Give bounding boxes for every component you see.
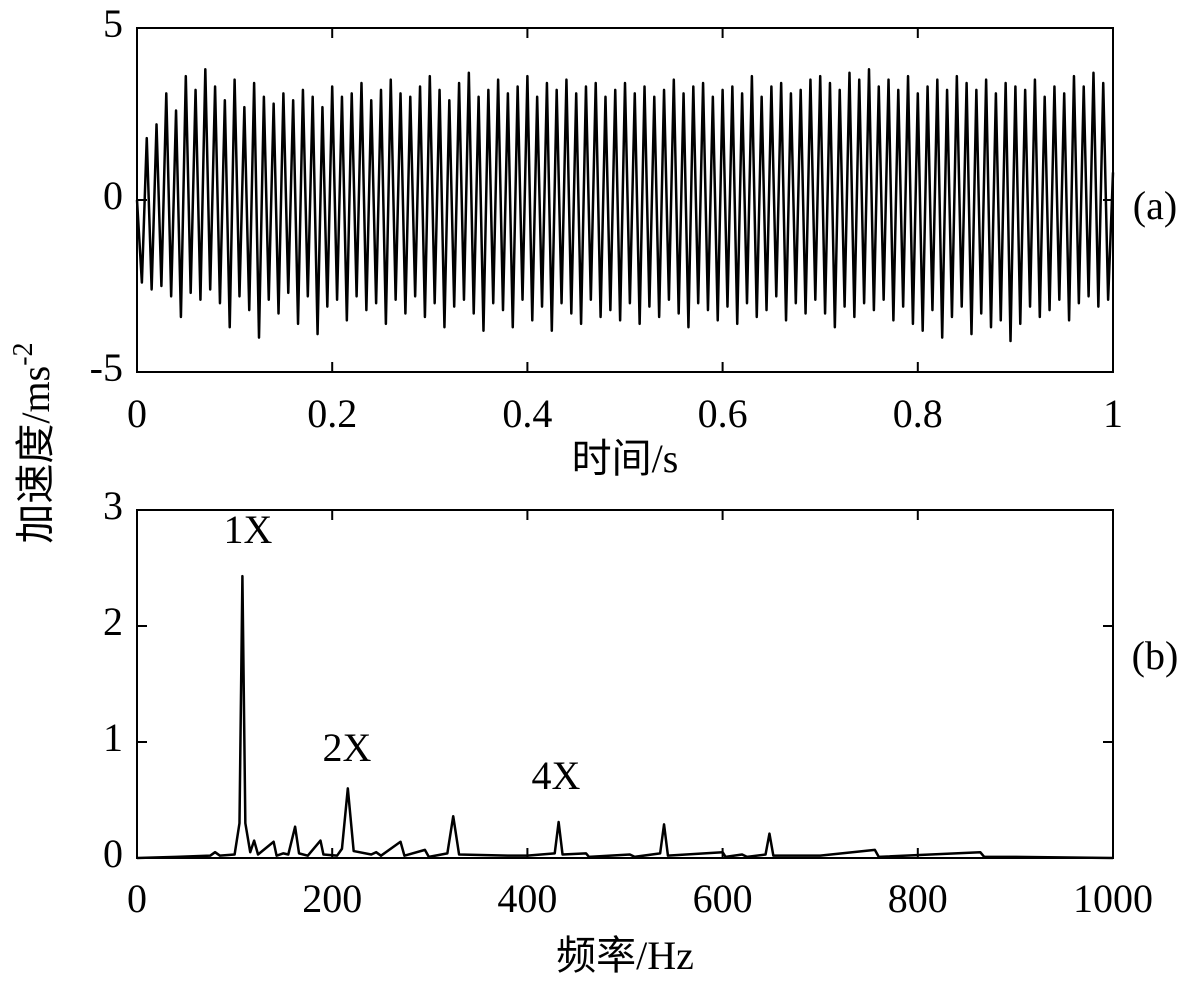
y-tick-label: 0 bbox=[103, 173, 123, 218]
x-tick-label: 0 bbox=[127, 876, 147, 921]
x-tick-label: 1 bbox=[1103, 391, 1123, 436]
x-tick-label: 0.6 bbox=[698, 391, 748, 436]
y-tick-label: 3 bbox=[103, 483, 123, 528]
panel-label: (b) bbox=[1132, 633, 1179, 678]
plot-frame bbox=[136, 509, 1114, 859]
annotation: 2X bbox=[323, 725, 372, 770]
y-tick-label: 5 bbox=[103, 1, 123, 46]
y-tick-label: 2 bbox=[103, 599, 123, 644]
x-axis-label: 频率/Hz bbox=[556, 933, 694, 978]
data-line bbox=[135, 68, 1115, 343]
x-tick-label: 0 bbox=[127, 391, 147, 436]
y-axis-label: 加速度/ms-2 bbox=[8, 342, 58, 543]
plot-frame bbox=[136, 27, 1114, 373]
data-line bbox=[136, 574, 1114, 860]
x-tick-label: 0.4 bbox=[502, 391, 552, 436]
panel-label: (a) bbox=[1133, 183, 1177, 228]
x-axis-label: 时间/s bbox=[572, 436, 679, 481]
x-tick-label: 0.8 bbox=[893, 391, 943, 436]
x-tick-label: 600 bbox=[693, 876, 753, 921]
x-tick-label: 800 bbox=[888, 876, 948, 921]
y-axis-label-text: 加速度/ms bbox=[13, 366, 58, 544]
x-tick-label: 200 bbox=[302, 876, 362, 921]
x-tick-label: 1000 bbox=[1073, 876, 1153, 921]
y-tick-label: 0 bbox=[103, 831, 123, 876]
y-tick-label: -5 bbox=[90, 345, 123, 390]
y-axis-label-superscript: -2 bbox=[8, 342, 39, 365]
y-tick-label: 1 bbox=[103, 715, 123, 760]
annotation: 4X bbox=[532, 753, 581, 798]
x-tick-label: 400 bbox=[497, 876, 557, 921]
x-tick-label: 0.2 bbox=[307, 391, 357, 436]
annotation: 1X bbox=[224, 507, 273, 552]
